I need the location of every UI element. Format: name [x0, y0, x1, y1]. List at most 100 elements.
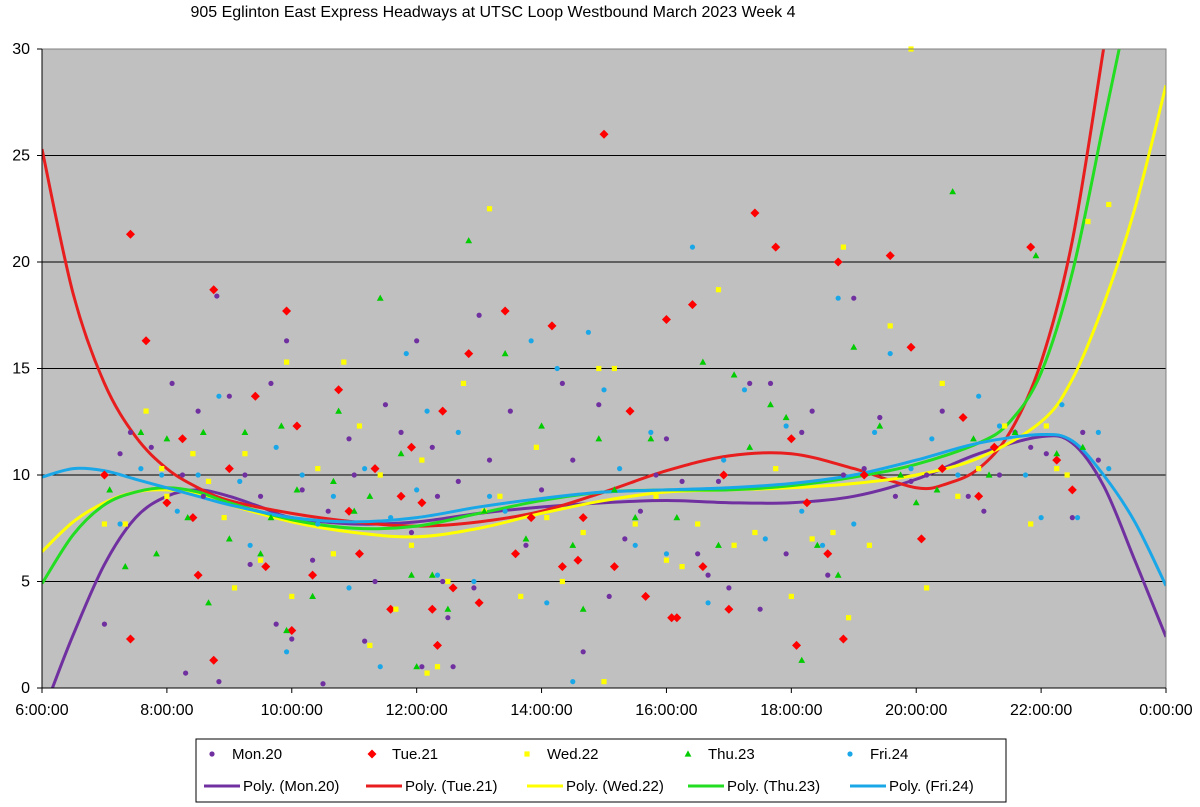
data-point [1064, 472, 1070, 478]
data-point [726, 585, 732, 591]
series-fri24 [117, 244, 1112, 685]
data-point [330, 477, 337, 484]
data-point [299, 487, 305, 493]
data-point [205, 478, 212, 484]
data-point [929, 436, 935, 442]
data-point [802, 498, 812, 508]
data-point [117, 521, 123, 527]
data-point [705, 600, 711, 606]
data-point [845, 615, 852, 621]
data-point [955, 472, 961, 478]
data-point [242, 451, 248, 457]
data-point [440, 578, 446, 585]
data-point [309, 592, 316, 600]
data-point [585, 329, 591, 335]
data-point [648, 429, 654, 435]
data-point [438, 406, 448, 416]
data-point [528, 338, 534, 344]
data-point [408, 529, 415, 536]
data-point [1059, 402, 1065, 408]
data-point [282, 306, 292, 316]
data-point [341, 359, 347, 365]
data-point [293, 486, 301, 493]
data-point [1038, 515, 1044, 521]
data-point [226, 393, 232, 399]
data-point [887, 350, 893, 357]
legend-label: Tue.21 [392, 746, 438, 763]
data-point [320, 681, 326, 687]
data-point [813, 541, 821, 548]
data-point [1032, 252, 1040, 259]
data-point [985, 471, 993, 478]
data-point [480, 507, 488, 514]
data-point [885, 251, 895, 261]
data-point [1080, 429, 1086, 435]
data-point [214, 293, 220, 299]
data-point [799, 429, 805, 435]
data-point [1002, 423, 1008, 429]
data-point [419, 457, 425, 463]
data-point [861, 466, 867, 472]
data-point [876, 422, 884, 429]
data-point [578, 513, 588, 523]
data-point [299, 472, 305, 478]
y-tick-label: 25 [12, 148, 30, 165]
data-point [414, 487, 420, 493]
data-point [1106, 466, 1112, 472]
data-point [164, 493, 170, 499]
data-point [315, 521, 321, 527]
data-point [195, 408, 201, 414]
data-point [1011, 428, 1019, 435]
data-point [840, 472, 846, 478]
data-point [622, 536, 628, 542]
data-point [159, 472, 165, 478]
data-point [283, 649, 290, 655]
data-point [809, 408, 815, 414]
data-point [162, 498, 172, 508]
data-point [1022, 472, 1029, 478]
data-point [174, 508, 180, 514]
data-point [631, 514, 639, 521]
data-point [747, 380, 753, 387]
data-point [450, 664, 456, 670]
data-point [830, 529, 836, 536]
data-point [609, 562, 619, 572]
data-point [445, 578, 451, 585]
legend-label: Poly. (Fri.24) [889, 778, 974, 795]
data-point [277, 422, 285, 429]
data-point [906, 342, 916, 352]
data-point [122, 521, 128, 527]
data-point [205, 599, 212, 606]
data-point [819, 542, 826, 548]
data-point [511, 549, 521, 559]
data-point [580, 649, 586, 655]
data-point [257, 493, 264, 499]
data-point [679, 478, 685, 484]
data-point [715, 287, 722, 293]
data-point [178, 434, 187, 444]
data-point [289, 636, 295, 642]
data-point [216, 679, 222, 685]
data-point [641, 591, 651, 601]
data-point [344, 506, 354, 516]
data-point [106, 486, 114, 493]
data-point [544, 515, 550, 521]
data-point [1054, 466, 1060, 472]
x-axis-ticks: 6:00:00 8:00:00 10:00:00 12:00:00 14:00:00 16… [15, 688, 1193, 719]
data-point [153, 550, 160, 557]
data-point [611, 486, 618, 493]
data-point [356, 423, 363, 429]
data-point [163, 435, 171, 442]
data-point [195, 472, 201, 478]
data-point [554, 365, 560, 372]
data-point [1106, 201, 1112, 208]
data-point [283, 626, 290, 634]
data-point [388, 515, 394, 521]
data-point [242, 472, 248, 478]
data-point [190, 451, 196, 457]
data-point [538, 487, 545, 493]
data-point [570, 457, 576, 463]
data-point [773, 466, 779, 472]
data-point [667, 613, 677, 623]
series-thu23 [106, 188, 1087, 670]
